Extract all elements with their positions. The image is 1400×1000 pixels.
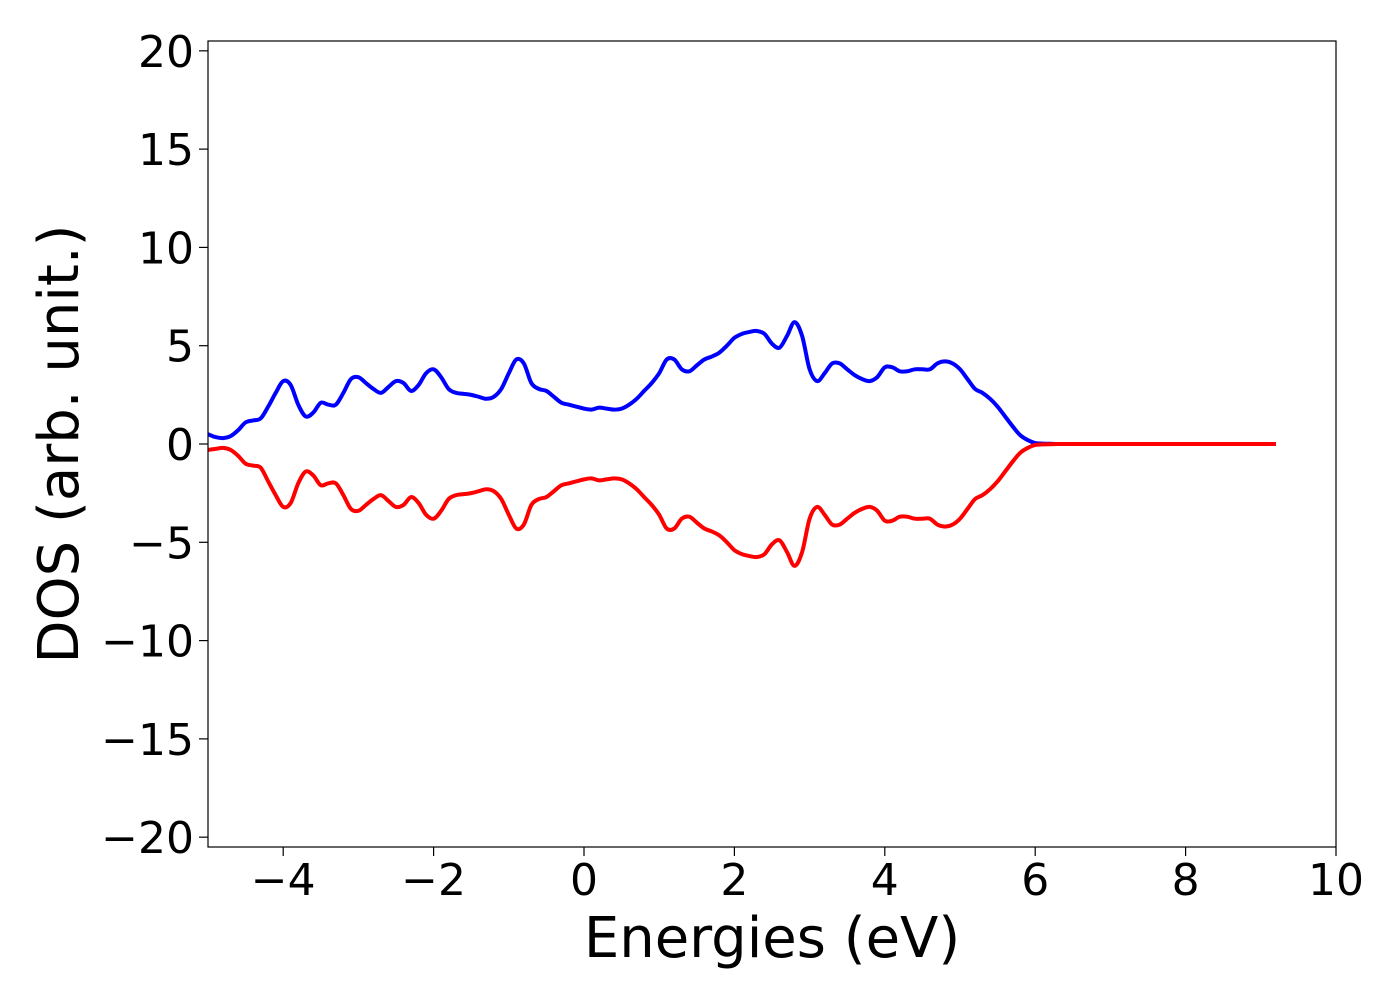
x-axis-label: Energies (eV): [584, 906, 960, 971]
x-tick-label: 6: [1021, 855, 1049, 906]
series-line-1: [208, 441, 1276, 568]
x-axis: −4 −2 0 2 4 6 8 10: [251, 847, 1364, 906]
y-tick-label: −5: [129, 518, 194, 569]
y-tick-label: 5: [166, 322, 194, 373]
x-tick-label: 8: [1172, 855, 1200, 906]
y-tick-label: −15: [101, 715, 194, 766]
y-axis: 20 15 10 5 0 −5 −10 −15 −20: [101, 27, 208, 864]
series-layer: [208, 320, 1276, 568]
series-line-0: [208, 320, 1276, 447]
x-tick-label: −4: [251, 855, 316, 906]
y-tick-label: 0: [166, 420, 194, 471]
y-tick-label: 15: [138, 125, 194, 176]
x-tick-label: 0: [570, 855, 598, 906]
x-tick-label: 10: [1308, 855, 1364, 906]
y-axis-label: DOS (arb. unit.): [27, 224, 92, 663]
y-tick-label: −10: [101, 617, 194, 668]
y-tick-label: 20: [138, 27, 194, 78]
y-tick-label: −20: [101, 813, 194, 864]
x-tick-label: 2: [720, 855, 748, 906]
x-tick-label: 4: [871, 855, 899, 906]
x-tick-label: −2: [401, 855, 466, 906]
y-tick-label: 10: [138, 223, 194, 274]
